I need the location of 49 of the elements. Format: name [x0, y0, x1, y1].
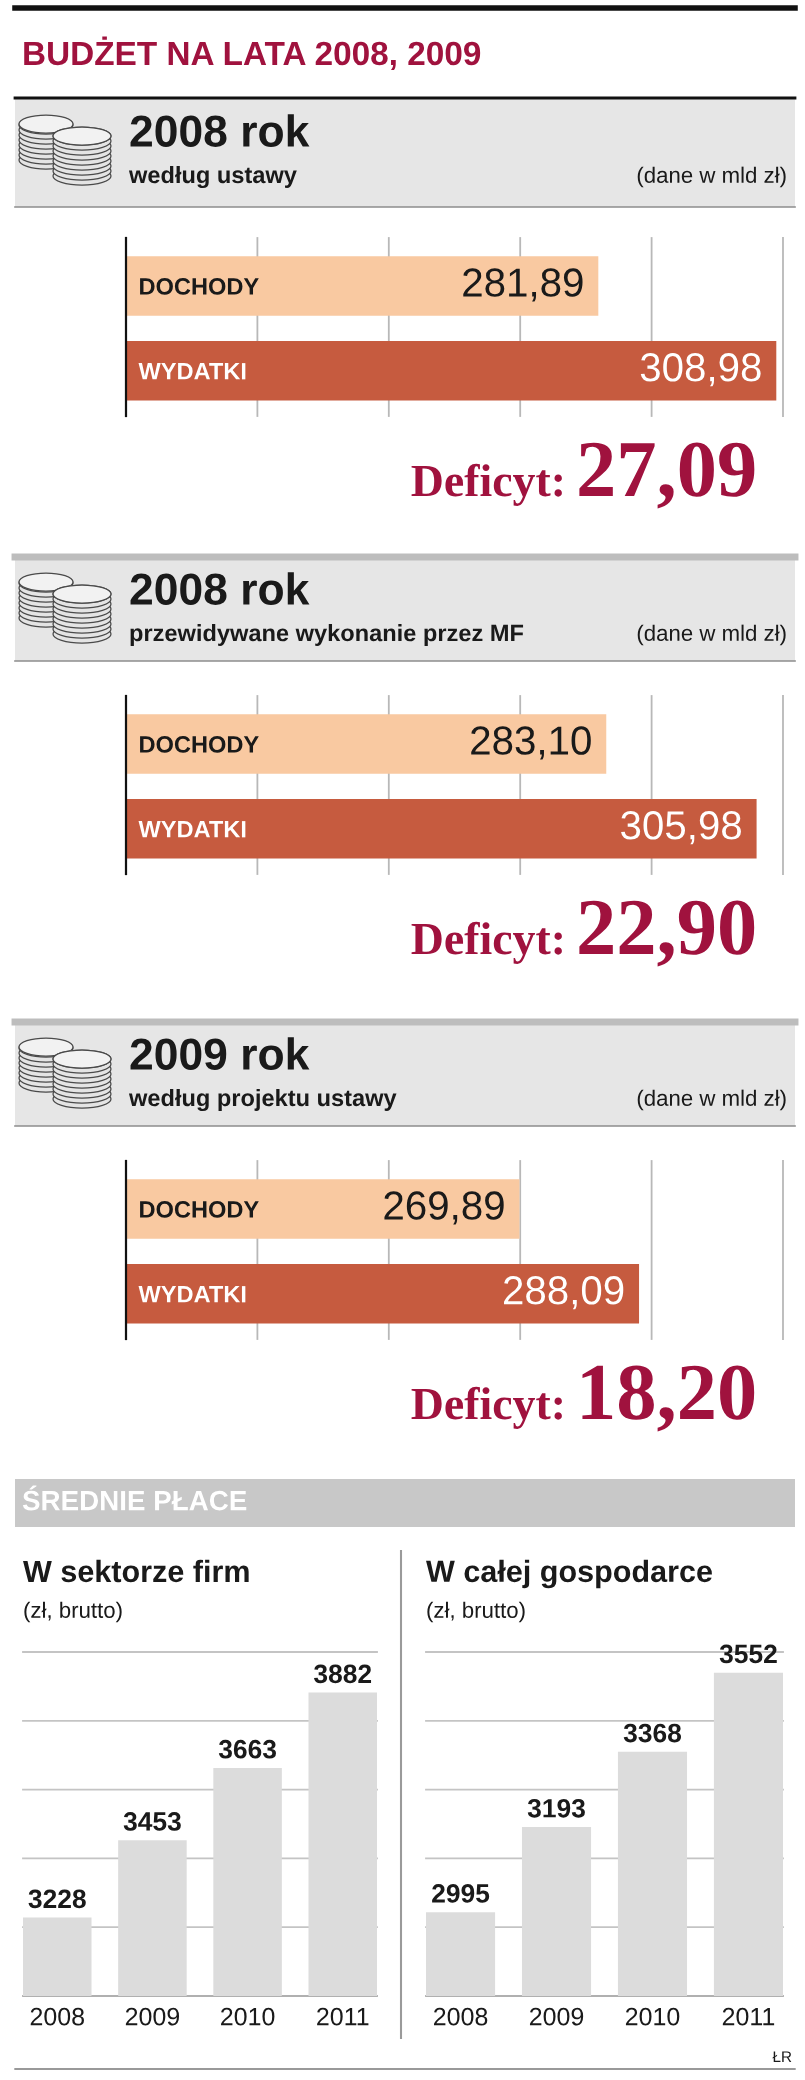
text: (dane w mld zł) [637, 166, 786, 188]
data-label: 2995 [432, 1884, 490, 1903]
chart-subtitle: przewidywane wykonanie przez MF [130, 623, 524, 647]
chart-subtitle: (zł, brutto) [24, 1601, 122, 1623]
text: 22,90 [579, 900, 755, 967]
x-tick-label: 2010 [221, 2007, 275, 2026]
text: BUDŻET NA LATA 2008, 2009 [24, 36, 481, 71]
chart-title: 2008 rok [130, 114, 310, 147]
data-label: 3228 [28, 1889, 86, 1909]
text: Deficyt: [411, 1386, 562, 1429]
x-tick-label: 2009 [529, 2007, 584, 2026]
y-tick-label: DOCHODY [140, 1201, 259, 1218]
chart-subtitle: według projektu ustawy [128, 1088, 397, 1112]
data-label: 288,09 [504, 1276, 624, 1310]
text: 18,20 [582, 1365, 755, 1432]
chart-title: 2009 rok [130, 1037, 310, 1070]
text: Deficyt: [411, 921, 562, 964]
text: (dane w mld zł) [637, 624, 786, 646]
data-label: 308,98 [640, 353, 761, 387]
data-label: 3882 [314, 1664, 372, 1684]
x-tick-label: 2008 [434, 2007, 488, 2026]
data-label: 3552 [719, 1644, 777, 1664]
x-tick-label: 2008 [30, 2007, 84, 2026]
text: Deficyt: [411, 463, 562, 506]
chart-subtitle: według ustawy [128, 165, 297, 189]
y-tick-label: DOCHODY [140, 736, 259, 753]
chart-title: W sektorze firm [23, 1559, 249, 1583]
data-label: 3453 [123, 1812, 181, 1831]
x-tick-label: 2011 [317, 2007, 369, 2026]
chart-title: 2008 rok [130, 572, 310, 605]
data-label: 305,98 [621, 811, 741, 845]
data-label: 3193 [527, 1798, 585, 1818]
y-tick-label: WYDATKI [138, 363, 246, 380]
chart-title: W całej gospodarce [426, 1559, 712, 1589]
text: 27,09 [579, 442, 755, 509]
text: ŁR [772, 2051, 792, 2062]
y-tick-label: DOCHODY [140, 278, 259, 295]
data-label: 3663 [218, 1739, 276, 1759]
x-tick-label: 2009 [125, 2007, 180, 2026]
y-tick-label: WYDATKI [138, 1286, 246, 1303]
data-label: 281,89 [463, 268, 583, 302]
x-tick-label: 2011 [722, 2007, 775, 2026]
data-label: 283,10 [471, 726, 591, 760]
y-tick-label: WYDATKI [138, 821, 246, 838]
text: (dane w mld zł) [637, 1089, 786, 1111]
chart-subtitle: (zł, brutto) [427, 1601, 525, 1623]
x-tick-label: 2010 [625, 2007, 680, 2026]
data-label: 3368 [623, 1723, 682, 1743]
data-label: 269,89 [384, 1191, 504, 1225]
